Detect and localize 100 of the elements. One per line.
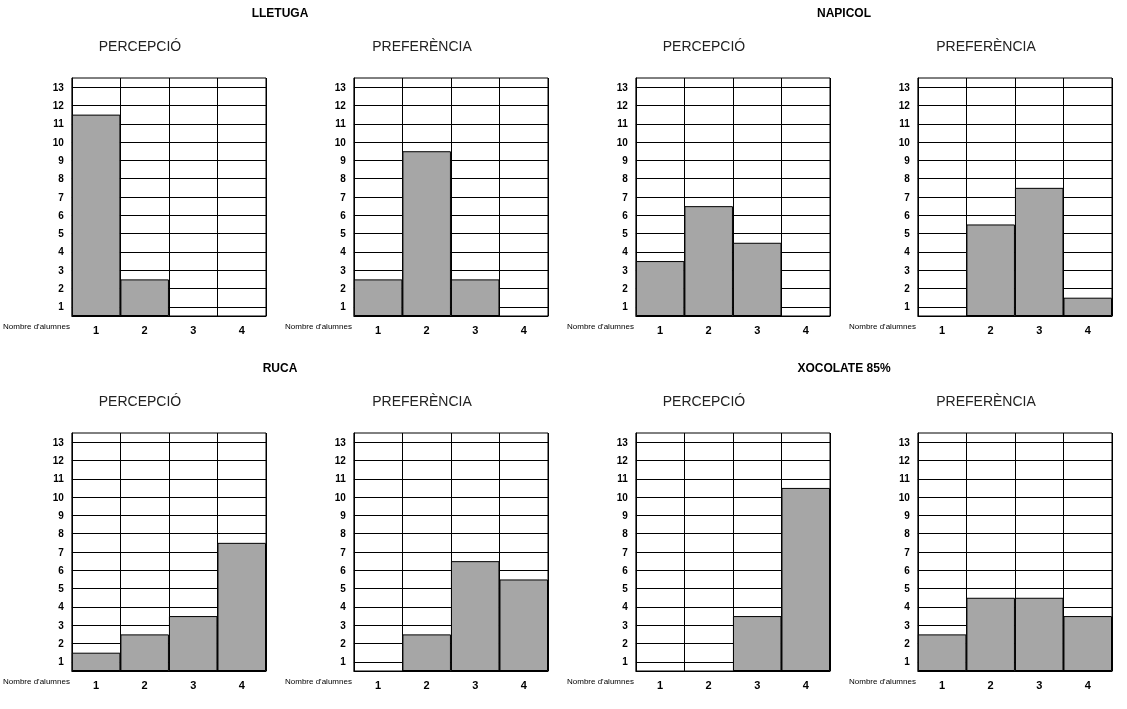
y-axis-title: Nombre d'alumnes <box>285 321 352 331</box>
y-tick-label: 13 <box>898 81 911 93</box>
y-tick-label: 7 <box>58 546 65 558</box>
y-tick-label: 1 <box>340 301 347 313</box>
y-tick-label: 11 <box>617 118 629 130</box>
y-tick-label: 12 <box>52 99 65 111</box>
x-tick-label: 2 <box>423 323 430 336</box>
y-tick-label: 12 <box>52 454 65 466</box>
y-tick-label: 6 <box>904 564 911 576</box>
y-tick-label: 7 <box>622 191 629 203</box>
y-tick-label: 13 <box>52 436 65 448</box>
y-tick-label: 12 <box>334 454 347 466</box>
chart-subtitle: PREFERÈNCIA <box>372 38 473 54</box>
y-tick-label: 3 <box>904 264 911 276</box>
y-tick-label: 12 <box>616 454 629 466</box>
y-tick-label: 11 <box>335 473 347 485</box>
y-tick-label: 5 <box>622 228 629 240</box>
y-tick-label: 8 <box>340 173 347 185</box>
x-tick-label: 1 <box>93 678 100 691</box>
y-tick-label: 2 <box>58 638 65 650</box>
y-tick-label: 1 <box>58 656 65 668</box>
chart-subtitle: PERCEPCIÓ <box>98 393 182 409</box>
x-tick-label: 4 <box>238 678 246 691</box>
y-tick-label: 6 <box>58 209 65 221</box>
x-tick-label: 1 <box>375 678 382 691</box>
y-tick-label: 1 <box>340 656 347 668</box>
x-tick-label: 2 <box>423 678 430 691</box>
y-tick-label: 5 <box>904 583 911 595</box>
y-tick-label: 7 <box>340 546 347 558</box>
x-tick-label: 4 <box>1084 678 1092 691</box>
y-tick-label: 12 <box>898 99 911 111</box>
x-tick-label: 1 <box>375 323 382 336</box>
y-axis-title: Nombre d'alumnes <box>567 676 634 686</box>
y-tick-label: 4 <box>904 601 911 613</box>
y-tick-label: 5 <box>58 583 65 595</box>
y-tick-label: 4 <box>340 246 347 258</box>
y-tick-label: 1 <box>904 656 911 668</box>
x-tick-label: 4 <box>802 678 810 691</box>
y-tick-label: 11 <box>53 118 65 130</box>
chart-subtitle: PREFERÈNCIA <box>372 393 473 409</box>
y-axis-title: Nombre d'alumnes <box>285 676 352 686</box>
x-tick-label: 4 <box>520 678 528 691</box>
x-tick-label: 1 <box>939 678 946 691</box>
y-tick-label: 4 <box>340 601 347 613</box>
x-tick-label: 3 <box>754 323 761 336</box>
y-axis-title: Nombre d'alumnes <box>567 321 634 331</box>
y-tick-label: 5 <box>904 228 911 240</box>
y-tick-label: 2 <box>904 638 911 650</box>
x-tick-label: 2 <box>987 323 994 336</box>
x-tick-label: 2 <box>987 678 994 691</box>
y-axis-title: Nombre d'alumnes <box>849 321 916 331</box>
y-tick-label: 1 <box>622 301 629 313</box>
x-tick-label: 1 <box>657 323 664 336</box>
y-tick-label: 10 <box>616 136 629 148</box>
x-tick-label: 2 <box>705 323 712 336</box>
y-tick-label: 2 <box>622 638 629 650</box>
y-tick-label: 13 <box>616 81 629 93</box>
x-tick-label: 4 <box>238 323 246 336</box>
x-tick-label: 3 <box>754 678 761 691</box>
y-tick-label: 6 <box>622 564 629 576</box>
y-tick-label: 6 <box>58 564 65 576</box>
chart-subtitle: PERCEPCIÓ <box>98 38 182 54</box>
y-tick-label: 11 <box>899 118 911 130</box>
y-tick-label: 9 <box>622 154 629 166</box>
x-tick-label: 4 <box>1084 323 1092 336</box>
y-tick-label: 9 <box>622 509 629 521</box>
y-tick-label: 5 <box>58 228 65 240</box>
y-tick-label: 8 <box>58 528 65 540</box>
x-tick-label: 1 <box>657 678 664 691</box>
y-tick-label: 10 <box>52 491 65 503</box>
y-tick-label: 6 <box>340 564 347 576</box>
chart-title: RUCA <box>261 361 299 375</box>
x-tick-label: 2 <box>705 678 712 691</box>
y-tick-label: 5 <box>622 583 629 595</box>
y-tick-label: 9 <box>904 154 911 166</box>
y-tick-label: 8 <box>622 173 629 185</box>
y-tick-label: 9 <box>58 154 65 166</box>
y-tick-label: 3 <box>58 619 65 631</box>
y-tick-label: 2 <box>340 638 347 650</box>
chart-subtitle: PERCEPCIÓ <box>662 393 746 409</box>
x-tick-label: 3 <box>472 678 479 691</box>
x-tick-label: 2 <box>141 323 148 336</box>
y-tick-label: 4 <box>58 601 65 613</box>
chart-title: XOCOLATE 85% <box>796 361 892 375</box>
y-tick-label: 1 <box>622 656 629 668</box>
y-tick-label: 9 <box>904 509 911 521</box>
y-tick-label: 4 <box>622 601 629 613</box>
y-tick-label: 3 <box>622 619 629 631</box>
y-tick-label: 2 <box>340 283 347 295</box>
y-tick-label: 2 <box>622 283 629 295</box>
y-tick-label: 2 <box>58 283 65 295</box>
y-tick-label: 11 <box>617 473 629 485</box>
x-tick-label: 3 <box>472 323 479 336</box>
x-tick-label: 3 <box>190 323 197 336</box>
y-tick-label: 13 <box>334 436 347 448</box>
y-tick-label: 12 <box>334 99 347 111</box>
y-tick-label: 1 <box>904 301 911 313</box>
y-tick-label: 4 <box>58 246 65 258</box>
y-axis-title: Nombre d'alumnes <box>3 676 70 686</box>
y-tick-label: 10 <box>616 491 629 503</box>
